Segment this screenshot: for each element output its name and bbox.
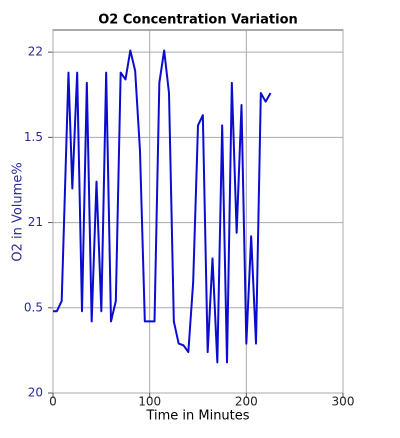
x-tick-label: 300 [332, 395, 355, 409]
x-tick-label: 0 [49, 395, 57, 409]
y-tick-label: 0.5 [24, 300, 43, 314]
y-tick-label: 22 [28, 45, 43, 59]
chart-title: O2 Concentration Variation [98, 13, 298, 28]
y-axis-label: O2 in Volume% [11, 162, 26, 261]
y-tick-label: 21 [28, 215, 43, 229]
data-line [53, 49, 272, 364]
plot-frame [52, 29, 344, 394]
x-axis-label: Time in Minutes [145, 409, 249, 424]
x-tick-label: 100 [138, 395, 161, 409]
x-tick-label: 200 [235, 395, 258, 409]
y-tick-label: 20 [28, 386, 43, 400]
y-tick-label: 1.5 [24, 130, 43, 144]
